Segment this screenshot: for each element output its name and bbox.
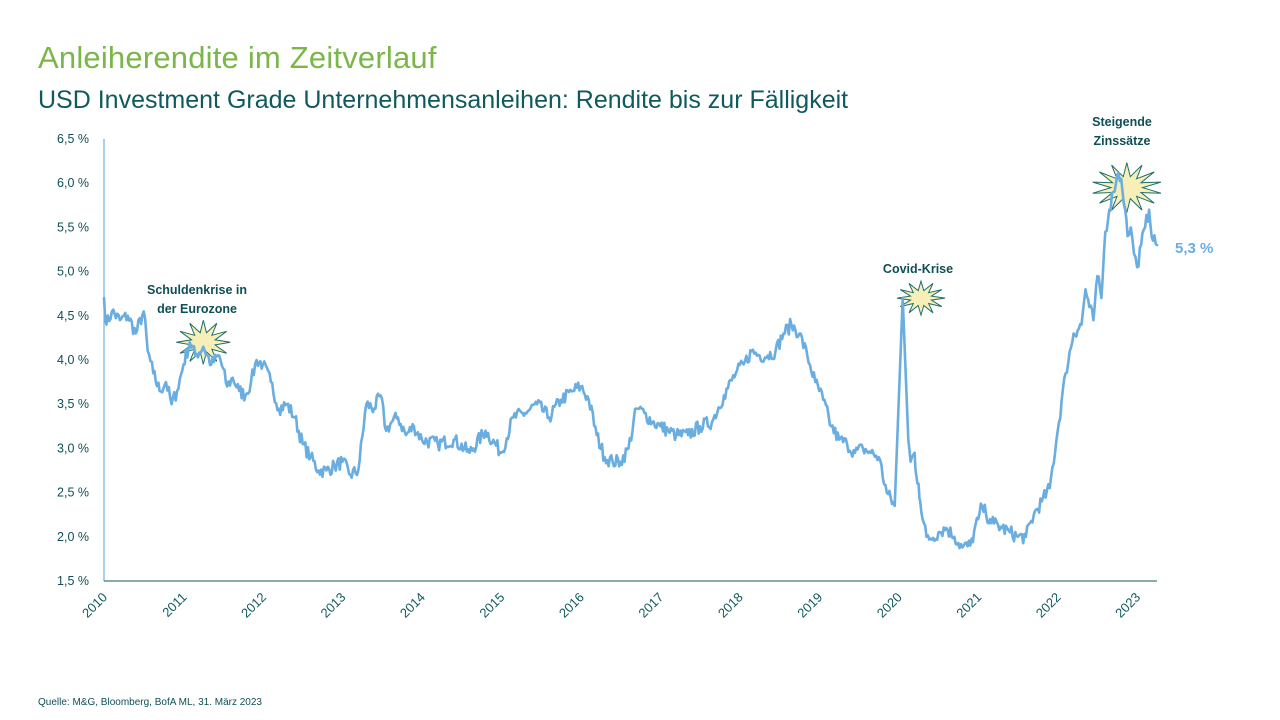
x-tick-label: 2021 bbox=[953, 590, 984, 621]
starburst-rates bbox=[1092, 162, 1162, 213]
x-tick-label: 2012 bbox=[238, 590, 269, 621]
series-line-yield bbox=[102, 172, 1159, 550]
x-tick-label: 2010 bbox=[79, 590, 110, 621]
y-tick-label: 5,0 % bbox=[57, 265, 89, 279]
x-tick-labels: 2010 2011 2012 2013 2014 2015 2016 2017 2018 2019… bbox=[79, 590, 1143, 621]
y-tick-label: 3,5 % bbox=[57, 397, 89, 411]
source-note: Quelle: M&G, Bloomberg, BofA ML, 31. Mär… bbox=[38, 697, 262, 708]
y-tick-label: 4,5 % bbox=[57, 309, 89, 323]
annotation-label-eurozone: Schuldenkrise in bbox=[147, 283, 247, 297]
x-tick-label: 2022 bbox=[1033, 590, 1064, 621]
x-tick-label: 2013 bbox=[317, 590, 348, 621]
x-tick-label: 2020 bbox=[874, 590, 905, 621]
y-tick-label: 1,5 % bbox=[57, 574, 89, 588]
x-tick-label: 2016 bbox=[556, 590, 587, 621]
annotation-labels: Schuldenkrise in der Eurozone Covid-Krise S… bbox=[147, 115, 1152, 316]
chart-subtitle: USD Investment Grade Unternehmensanleihe… bbox=[38, 86, 849, 114]
x-tick-label: 2017 bbox=[635, 590, 666, 621]
annotation-label-eurozone: der Eurozone bbox=[157, 302, 237, 316]
annotation-bursts bbox=[176, 162, 1162, 365]
starburst-eurozone bbox=[176, 320, 231, 365]
x-tick-label: 2018 bbox=[715, 590, 746, 621]
y-tick-label: 3,0 % bbox=[57, 441, 89, 455]
end-value-label: 5,3 % bbox=[1175, 240, 1213, 257]
y-tick-label: 4,0 % bbox=[57, 353, 89, 367]
x-tick-label: 2019 bbox=[794, 590, 825, 621]
annotation-label-rates: Zinssätze bbox=[1094, 134, 1151, 148]
x-tick-label: 2014 bbox=[397, 590, 428, 621]
y-tick-label: 2,5 % bbox=[57, 486, 89, 500]
x-tick-label: 2015 bbox=[476, 590, 507, 621]
annotation-label-covid: Covid-Krise bbox=[883, 262, 953, 276]
y-tick-label: 5,5 % bbox=[57, 220, 89, 234]
y-tick-label: 6,5 % bbox=[57, 132, 89, 146]
starburst-covid bbox=[896, 279, 946, 317]
y-tick-label: 2,0 % bbox=[57, 530, 89, 544]
y-tick-label: 6,0 % bbox=[57, 176, 89, 190]
slide-title: Anleiherendite im Zeitverlauf bbox=[38, 40, 437, 75]
x-tick-label: 2023 bbox=[1112, 590, 1143, 621]
x-tick-label: 2011 bbox=[159, 590, 189, 620]
y-tick-labels: 1,5 % 2,0 % 2,5 % 3,0 % 3,5 % 4,0 % 4,5 % 5,0 %… bbox=[57, 132, 89, 588]
annotation-label-rates: Steigende bbox=[1092, 115, 1152, 129]
